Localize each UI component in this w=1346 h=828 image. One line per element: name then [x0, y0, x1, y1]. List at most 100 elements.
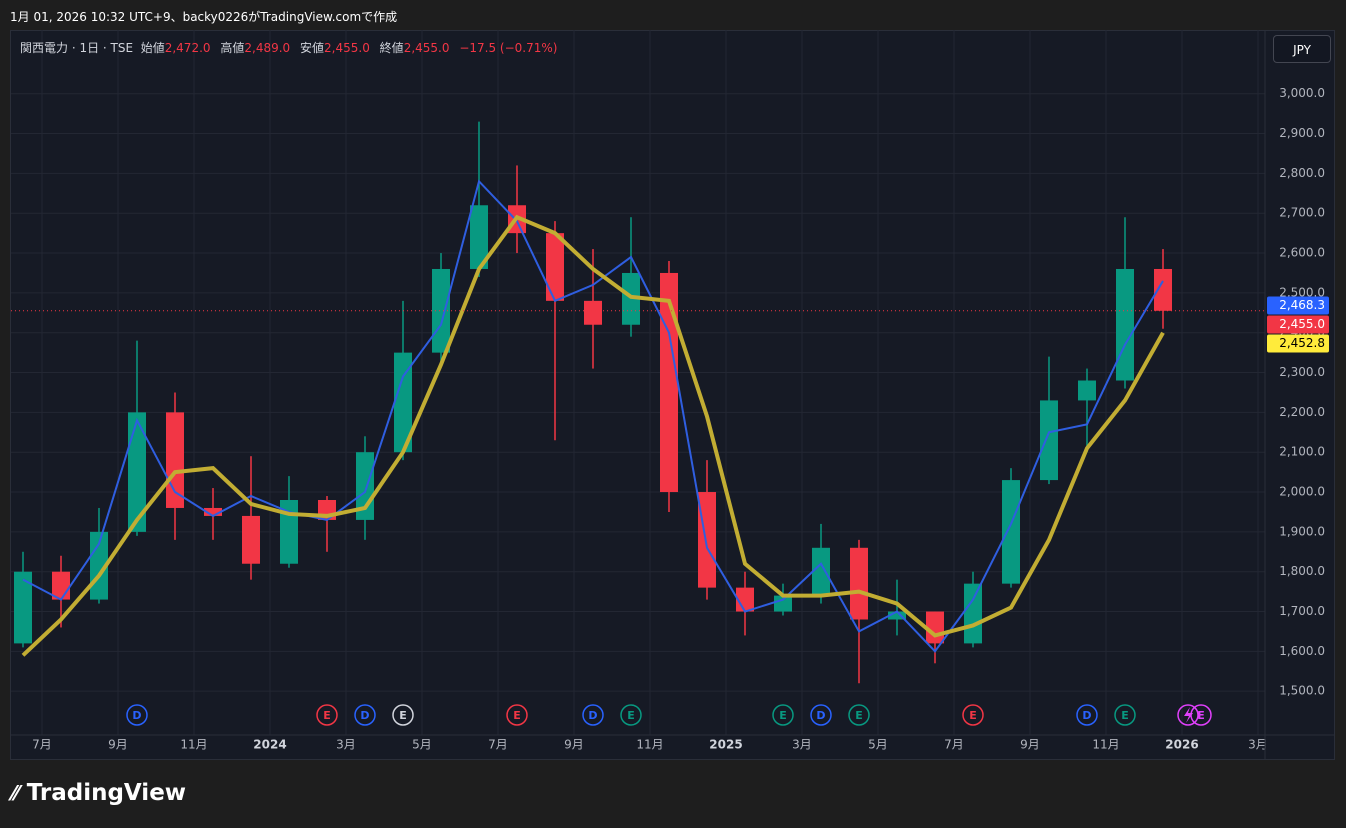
candle-body	[926, 611, 944, 644]
candle-body	[584, 300, 602, 325]
candle-body	[698, 492, 716, 588]
y-tick-label: 2,700.0	[1279, 206, 1325, 220]
x-tick-label: 9月	[564, 738, 584, 752]
event-badge	[506, 704, 528, 726]
x-tick-label: 2024	[253, 738, 286, 752]
x-tick-label: 3月	[792, 738, 812, 752]
x-tick-label: 11月	[636, 738, 663, 752]
event-badge	[354, 704, 376, 726]
change: −17.5 (−0.71%)	[459, 41, 558, 55]
event-label: E	[969, 709, 977, 722]
event-label: E	[627, 709, 635, 722]
moving-average	[22, 179, 1164, 653]
y-tick-label: 3,000.0	[1279, 86, 1325, 100]
candle-body	[774, 595, 792, 612]
candle-body	[1040, 400, 1058, 481]
price-label: 2,468.3	[1279, 298, 1325, 312]
y-tick-label: 1,500.0	[1279, 684, 1325, 698]
x-tick-label: 3月	[1248, 738, 1268, 752]
y-tick-label: 2,200.0	[1279, 405, 1325, 419]
candle-body	[204, 507, 222, 516]
candle-body	[14, 571, 32, 644]
y-tick-label: 2,900.0	[1279, 126, 1325, 140]
price-label: 2,452.8	[1279, 336, 1325, 350]
x-tick-label: 3月	[336, 738, 356, 752]
event-label: E	[1197, 709, 1205, 722]
candle-body	[128, 412, 146, 532]
candle-body	[1154, 268, 1172, 311]
low-label: 安値	[300, 41, 325, 55]
event-badge	[620, 704, 642, 726]
x-tick-label: 9月	[1020, 738, 1040, 752]
x-tick-label: 7月	[944, 738, 964, 752]
x-tick-label: 5月	[412, 738, 432, 752]
event-label: D	[360, 709, 369, 722]
legend: 関西電力 · 1日 · TSE 始値2,472.0 高値2,489.0 安値2,…	[20, 39, 563, 56]
high-label: 高値	[220, 41, 245, 55]
candle-body	[470, 205, 488, 269]
price-label-box	[1267, 334, 1329, 353]
price-label: 2,455.0	[1279, 317, 1325, 331]
event-badge	[772, 704, 794, 726]
event-label: E	[323, 709, 331, 722]
event-badge	[962, 704, 984, 726]
close-label: 終値	[379, 41, 404, 55]
x-tick-label: 7月	[32, 738, 52, 752]
y-tick-label: 2,100.0	[1279, 445, 1325, 459]
event-label: E	[855, 709, 863, 722]
candle-body	[242, 515, 260, 564]
candle-body	[888, 611, 906, 620]
grid	[11, 30, 1265, 735]
y-tick-label: 2,300.0	[1279, 365, 1325, 379]
x-tick-label: 2026	[1165, 738, 1198, 752]
x-tick-label: 7月	[488, 738, 508, 752]
event-badge	[810, 704, 832, 726]
y-tick-label: 1,700.0	[1279, 604, 1325, 618]
event-label: E	[399, 709, 407, 722]
event-label: D	[1082, 709, 1091, 722]
event-label: E	[513, 709, 521, 722]
currency-button[interactable]: JPY	[1273, 35, 1331, 63]
symbol: 関西電力 · 1日 · TSE	[20, 41, 134, 55]
event-badge	[1114, 704, 1136, 726]
y-tick-label: 2,600.0	[1279, 246, 1325, 260]
high-value: 2,489.0	[244, 41, 291, 55]
x-tick-label: 11月	[1092, 738, 1119, 752]
event-label: E	[779, 709, 787, 722]
x-tick-label: 5月	[868, 738, 888, 752]
candle-body	[1078, 380, 1096, 401]
open-label: 始値	[140, 41, 165, 55]
event-badge	[582, 704, 604, 726]
event-label: E	[1121, 709, 1129, 722]
x-tick-label: 9月	[108, 738, 128, 752]
event-badge	[316, 704, 338, 726]
event-label: D	[588, 709, 597, 722]
x-tick-label: 2025	[709, 738, 742, 752]
x-tick-label: 11月	[180, 738, 207, 752]
candle-body	[1002, 480, 1020, 584]
y-tick-label: 1,600.0	[1279, 644, 1325, 658]
event-badge	[1076, 704, 1098, 726]
candle-body	[394, 352, 412, 453]
price-label-box	[1267, 315, 1329, 334]
y-tick-label: 2,800.0	[1279, 166, 1325, 180]
candle-body	[1116, 268, 1134, 381]
low-value: 2,455.0	[324, 41, 370, 55]
event-badge	[392, 704, 414, 726]
moving-average	[21, 214, 1165, 657]
y-tick-label: 2,500.0	[1279, 285, 1325, 299]
candle-body	[812, 547, 830, 596]
event-badge	[848, 704, 870, 726]
y-tick-label: 1,900.0	[1279, 524, 1325, 538]
brand-logo: ⁄⁄ TradingView	[12, 780, 187, 806]
y-tick-label: 2,000.0	[1279, 485, 1325, 499]
candle-body	[546, 233, 564, 301]
candle-body	[964, 583, 982, 644]
candle-body	[850, 547, 868, 620]
brand: TradingView	[26, 780, 187, 806]
candle-body	[166, 412, 184, 508]
caption: 1月 01, 2026 10:32 UTC+9、backy0226がTradin…	[10, 10, 398, 24]
open-value: 2,472.0	[164, 41, 211, 55]
